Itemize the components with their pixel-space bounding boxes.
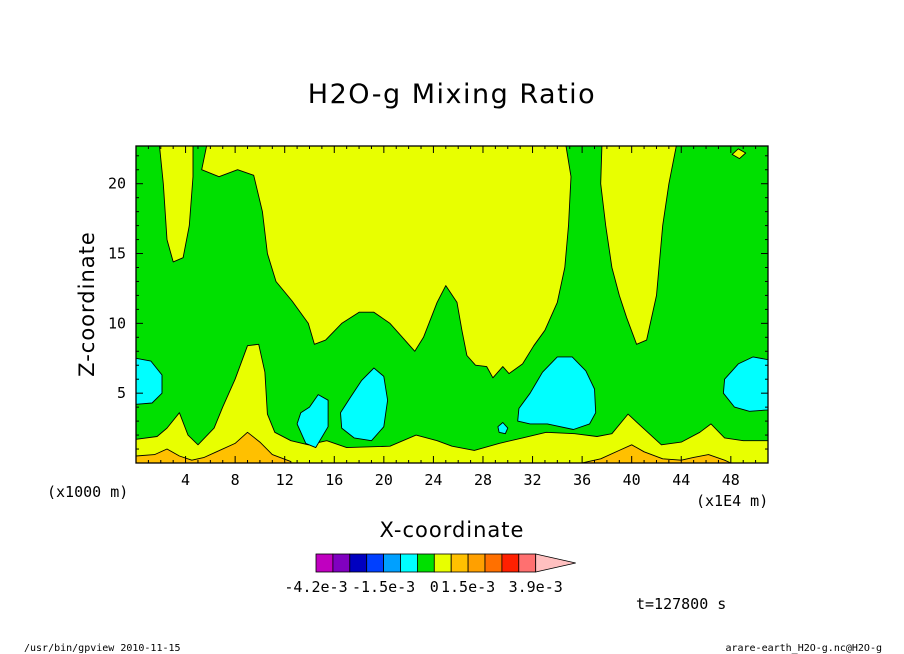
chart-title: H2O-g Mixing Ratio xyxy=(308,79,596,110)
y-tick-label: 15 xyxy=(108,245,126,263)
contour-region-yellow-speck-top-right xyxy=(731,148,747,160)
contour-region-cyan-blob-34 xyxy=(517,356,597,430)
contour-region-yellow-band-bottom xyxy=(136,343,768,463)
footer-right: arare-earth_H2O-g.nc@H2O-g xyxy=(725,643,882,654)
colorbar-swatch xyxy=(518,553,537,573)
colorbar-extend-arrow xyxy=(535,553,576,573)
contour-region-cyan-right-edge xyxy=(722,356,768,412)
x-tick-label: 4 xyxy=(181,471,190,489)
colorbar-label: 3.9e-3 xyxy=(509,578,563,596)
colorbar-swatch xyxy=(484,553,503,573)
x-tick-label: 48 xyxy=(722,471,740,489)
colorbar-label: -4.2e-3 xyxy=(284,578,347,596)
x-tick-label: 44 xyxy=(672,471,690,489)
colorbar-swatch xyxy=(501,553,520,573)
y-tick-label: 10 xyxy=(108,314,126,332)
x-tick-label: 36 xyxy=(573,471,591,489)
x-unit-right: (x1E4 m) xyxy=(696,492,768,510)
colorbar-swatch xyxy=(433,553,452,573)
x-tick-label: 40 xyxy=(623,471,641,489)
colorbar-label: -1.5e-3 xyxy=(352,578,415,596)
contour-region-cyan-blob-14 xyxy=(296,394,329,449)
colorbar-label: 0 xyxy=(430,578,439,596)
x-tick-label: 12 xyxy=(276,471,294,489)
colorbar-labels: -4.2e-3 -1.5e-3 0 1.5e-3 3.9e-3 xyxy=(284,578,562,596)
x-tick-label: 28 xyxy=(474,471,492,489)
contour-region-yellow-plume-left xyxy=(159,146,194,263)
colorbar-swatch xyxy=(400,553,418,573)
colorbar-swatch xyxy=(383,553,401,573)
colorbar-swatch xyxy=(450,553,469,573)
y-tick-label: 5 xyxy=(117,384,126,402)
y-tick-label: 20 xyxy=(108,175,126,193)
colorbar xyxy=(315,553,576,573)
contour-region-orange-low-right xyxy=(581,444,732,463)
contour-region-yellow-upper-center xyxy=(201,146,572,379)
colorbar-swatch xyxy=(366,553,385,573)
colorbar-swatch xyxy=(332,553,351,573)
y-axis-label: Z-coordinate xyxy=(75,231,99,377)
contour-region-yellow-plume-right xyxy=(600,146,677,345)
x-tick-label: 8 xyxy=(231,471,240,489)
colorbar-swatch xyxy=(416,553,435,573)
x-tick-label: 20 xyxy=(375,471,393,489)
x-tick-label: 16 xyxy=(325,471,343,489)
x-tick-label: 24 xyxy=(424,471,442,489)
contour-region-cyan-blob-19 xyxy=(340,367,389,442)
colorbar-swatch xyxy=(349,553,368,573)
x-axis-label: X-coordinate xyxy=(380,518,525,542)
time-label: t=127800 s xyxy=(636,595,726,613)
x-axis: 4 8 12 16 20 24 28 32 36 40 44 48 xyxy=(147,146,757,489)
contour-region-cyan-speck-29 xyxy=(497,422,509,435)
footer-left: /usr/bin/gpview 2010-11-15 xyxy=(24,643,181,654)
y-axis: 5 10 15 20 xyxy=(108,155,768,450)
colorbar-swatch xyxy=(467,553,486,573)
x-tick-label: 32 xyxy=(524,471,542,489)
colorbar-swatch xyxy=(315,553,334,573)
contour-regions xyxy=(136,146,768,463)
x-unit-left: (x1000 m) xyxy=(47,483,128,501)
plot-frame xyxy=(135,145,769,464)
colorbar-label: 1.5e-3 xyxy=(441,578,495,596)
